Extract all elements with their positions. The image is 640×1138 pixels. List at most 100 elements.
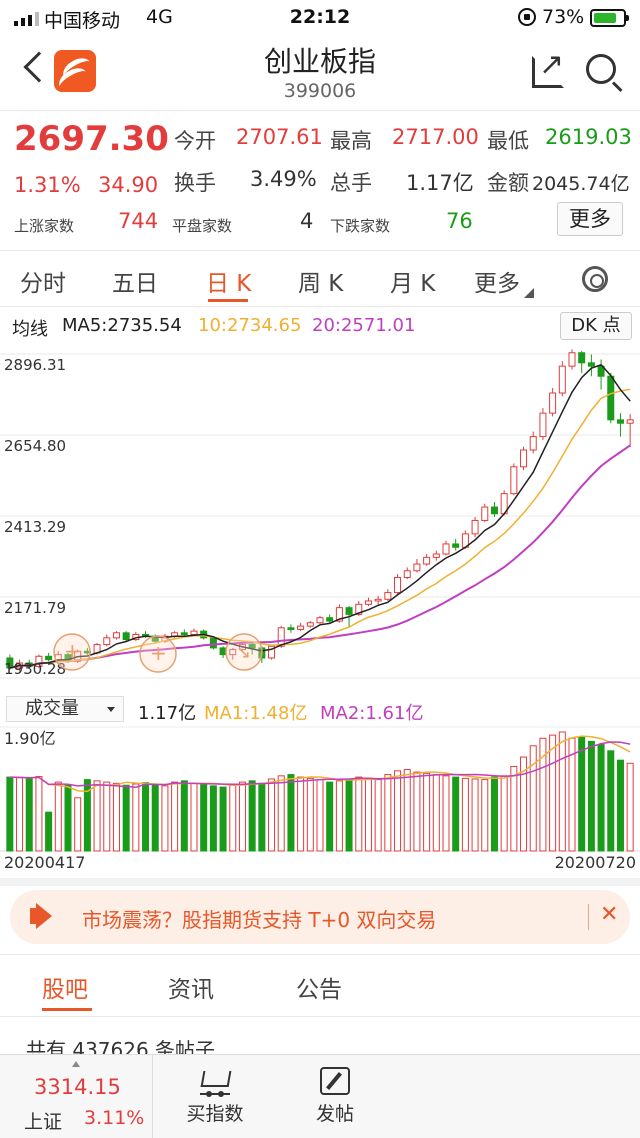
ma5-line <box>9 363 631 669</box>
tab-intraday[interactable]: 分时 <box>20 271 66 297</box>
candle-body <box>413 563 421 572</box>
turnover-label: 换手 <box>174 171 216 195</box>
tab-daily-k[interactable]: 日 K <box>206 271 252 297</box>
candles <box>6 349 634 672</box>
amount-label: 金额 <box>487 171 529 195</box>
banner-text[interactable]: 市场震荡？股指期货支持 T+0 双向交易 <box>82 908 437 932</box>
active-tab-indicator <box>208 299 248 302</box>
volume-bar <box>364 777 372 852</box>
volume-bar <box>103 781 111 852</box>
turnover-value: 3.49% <box>250 167 317 191</box>
chart-grid <box>0 353 640 679</box>
candle-body <box>112 632 120 639</box>
post-button[interactable]: 发帖 <box>275 1067 395 1137</box>
sh-index-change[interactable]: 3.11% <box>84 1107 145 1129</box>
active-tab-indicator <box>42 1008 92 1011</box>
indicator-select[interactable]: 成交量 <box>6 696 124 722</box>
candle-body <box>219 647 227 656</box>
candle-body <box>326 617 334 622</box>
volume-bar <box>229 784 237 852</box>
volume-bar <box>490 776 498 852</box>
volume-bar <box>616 759 624 852</box>
volume-bar <box>539 737 547 852</box>
tab-news[interactable]: 资讯 <box>168 977 214 1003</box>
tab-more[interactable]: 更多 <box>474 264 534 298</box>
chart-tabs: 分时 五日 日 K 周 K 月 K 更多 <box>0 252 640 306</box>
search-icon[interactable] <box>586 54 616 84</box>
volume-legend: 成交量 1.17亿 MA1:1.48亿 MA2:1.61亿 <box>0 696 640 726</box>
volume-bar <box>452 776 460 852</box>
end-date-label: 20200720 <box>555 853 636 872</box>
candle-body <box>306 622 314 627</box>
network-label: 4G <box>146 6 173 28</box>
y-tick-labels: 2896.31 2654.80 2413.29 2171.79 1930.28 <box>4 356 66 678</box>
clock: 22:12 <box>289 6 351 28</box>
tab-forum[interactable]: 股吧 <box>42 977 88 1003</box>
volume-bar <box>180 780 188 852</box>
volume-bar <box>520 756 528 852</box>
volume-chart[interactable]: 1.90亿 20200417 20200720 <box>0 726 640 876</box>
ma10-line <box>9 388 631 669</box>
volume-bar <box>306 777 314 852</box>
candle-body <box>597 365 605 377</box>
signal-marker <box>225 633 263 671</box>
close-icon[interactable]: ✕ <box>600 902 619 927</box>
ma-legend: 均线 MA5:2735.54 10:2734.65 20:2571.01 DK … <box>0 312 640 342</box>
low-label: 最低 <box>487 129 529 153</box>
battery-icon <box>590 9 629 27</box>
y-tick-label: 2413.29 <box>4 518 66 536</box>
divider <box>0 1016 640 1017</box>
candle-body <box>423 556 431 565</box>
volume-ma2-line <box>9 741 631 788</box>
volume-bar <box>93 780 101 852</box>
candle-body <box>345 607 353 615</box>
candle-body <box>384 592 392 600</box>
signal-marker <box>139 635 177 673</box>
ma5-value: MA5:2735.54 <box>62 315 182 336</box>
tab-weekly-k[interactable]: 周 K <box>298 271 344 297</box>
divider <box>0 110 640 111</box>
tab-five-day[interactable]: 五日 <box>112 271 158 297</box>
status-bar: 中国移动 4G 22:12 73% <box>0 0 640 36</box>
bottom-bar: 3314.15 上证 3.11% 买指数 发帖 <box>0 1054 640 1138</box>
promo-banner[interactable]: 市场震荡？股指期货支持 T+0 双向交易 ✕ <box>10 890 630 944</box>
caret-up-icon[interactable] <box>72 1061 80 1067</box>
volume-bar <box>171 781 179 852</box>
candle-body <box>626 419 634 424</box>
signal-marker: + <box>150 641 167 665</box>
sh-index-name[interactable]: 上证 <box>24 1111 63 1133</box>
sh-index-value[interactable]: 3314.15 <box>34 1075 121 1099</box>
volume-bar <box>471 778 479 852</box>
edit-icon <box>320 1067 350 1095</box>
volume-bar <box>384 774 392 852</box>
change-percent: 1.31% <box>14 173 81 197</box>
volume-bar <box>355 776 363 852</box>
divider <box>0 954 640 955</box>
section-gap <box>0 878 640 886</box>
volume-bar <box>64 784 72 852</box>
buy-index-button[interactable]: 买指数 <box>155 1067 275 1137</box>
volume-bar <box>335 780 343 852</box>
candle-body <box>607 375 615 421</box>
candle-body <box>490 506 498 515</box>
dk-point-button[interactable]: DK 点 <box>560 312 632 340</box>
page-title: 创业板指 <box>263 45 376 78</box>
gear-icon[interactable] <box>582 266 608 292</box>
volume-value: 1.17亿 <box>406 171 474 195</box>
kline-chart[interactable]: 2896.31 2654.80 2413.29 2171.79 1930.28 + + … <box>0 342 640 692</box>
y-tick-label: 2654.80 <box>4 437 66 455</box>
volume-bar <box>151 784 159 852</box>
candle-body <box>122 632 130 641</box>
up-count: 744 <box>118 209 159 233</box>
candle-body <box>403 570 411 578</box>
more-button[interactable]: 更多 <box>557 202 623 236</box>
tab-announcements[interactable]: 公告 <box>296 977 342 1003</box>
volume-bar <box>83 779 91 852</box>
candle-body <box>471 519 479 535</box>
share-icon[interactable] <box>532 47 564 88</box>
candle-body <box>529 436 537 451</box>
tab-monthly-k[interactable]: 月 K <box>390 271 436 297</box>
candle-body <box>277 627 285 647</box>
open-label: 今开 <box>174 129 216 153</box>
change-amount: 34.90 <box>98 173 159 197</box>
